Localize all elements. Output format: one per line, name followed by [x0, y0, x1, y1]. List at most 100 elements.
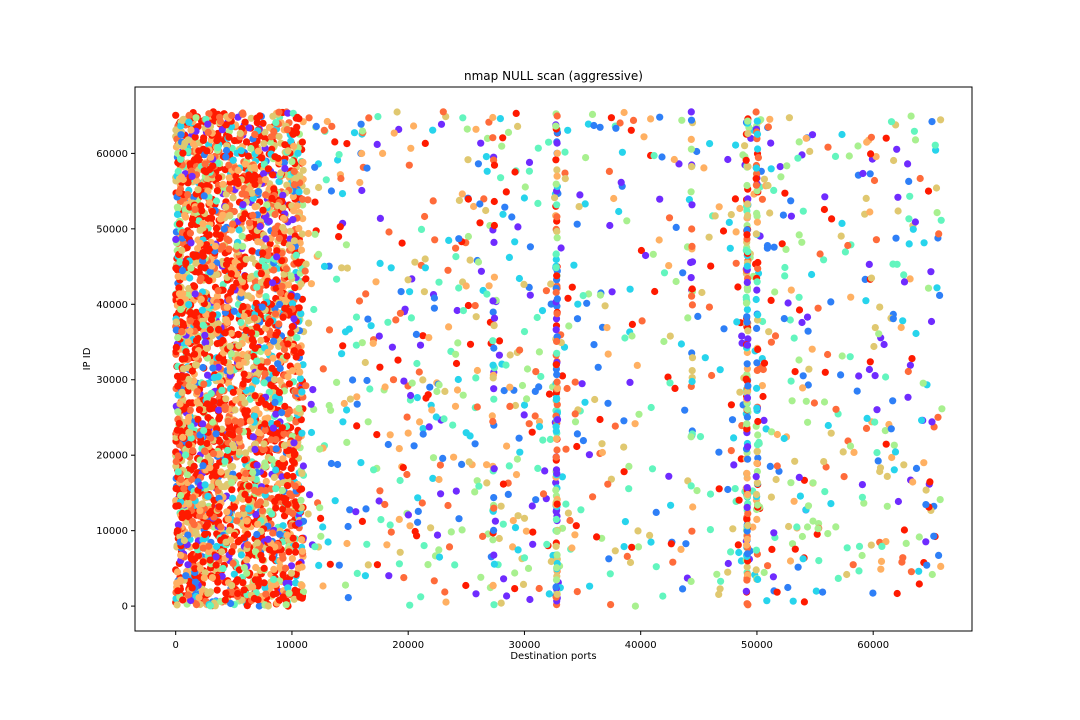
data-point [473, 366, 481, 375]
data-point [439, 108, 447, 116]
data-point [418, 499, 426, 507]
data-point [894, 497, 903, 506]
data-point [222, 203, 230, 211]
data-point [688, 285, 696, 293]
data-point [178, 116, 187, 124]
data-point [430, 294, 438, 302]
data-point [258, 257, 266, 265]
data-point [741, 142, 749, 150]
data-point [191, 282, 199, 291]
data-point [483, 167, 491, 175]
data-point [212, 430, 220, 438]
data-point [230, 570, 238, 578]
data-point [752, 566, 760, 574]
data-point [262, 462, 270, 470]
data-point [185, 382, 193, 390]
data-point [439, 454, 447, 462]
data-point [213, 292, 221, 300]
data-point [214, 320, 222, 328]
data-point [828, 215, 836, 223]
data-point [293, 113, 301, 121]
data-point [454, 339, 462, 347]
data-point [553, 371, 561, 379]
data-point [279, 191, 287, 199]
data-point [824, 143, 832, 151]
data-point [235, 388, 243, 396]
data-point [839, 448, 847, 456]
data-point [475, 482, 483, 490]
data-point [419, 376, 427, 384]
data-point [215, 174, 223, 182]
data-point [376, 487, 384, 495]
data-point [552, 156, 560, 164]
data-point [665, 214, 674, 222]
data-point [628, 543, 636, 551]
data-point [196, 564, 204, 573]
data-point [769, 573, 778, 581]
data-point [178, 327, 186, 336]
data-point [935, 230, 943, 238]
data-point [893, 145, 901, 153]
data-point [743, 420, 751, 428]
data-point [237, 289, 245, 297]
data-point [498, 142, 506, 150]
data-point [605, 167, 614, 175]
data-point [338, 350, 346, 358]
data-point [490, 322, 498, 330]
data-point [414, 494, 422, 502]
data-point [808, 131, 817, 139]
chart-title: nmap NULL scan (aggressive) [464, 69, 643, 83]
data-point [646, 531, 654, 540]
data-point [553, 272, 561, 280]
data-point [297, 310, 305, 318]
data-point [472, 590, 480, 598]
data-point [307, 400, 315, 408]
data-point [867, 541, 875, 549]
data-point [248, 329, 256, 337]
data-point [315, 250, 323, 258]
data-point [764, 181, 772, 190]
data-point [744, 195, 752, 203]
data-point [288, 300, 297, 308]
data-point [192, 319, 200, 327]
data-point [271, 210, 279, 219]
data-point [553, 201, 561, 209]
data-point [272, 466, 280, 474]
data-point [477, 267, 485, 275]
data-point [552, 326, 560, 334]
data-point [471, 302, 479, 310]
data-point [608, 288, 616, 296]
data-point [771, 332, 780, 340]
data-point [284, 340, 292, 348]
data-point [436, 461, 444, 469]
data-point [185, 441, 193, 449]
data-point [195, 594, 203, 602]
data-point [410, 442, 418, 450]
data-point [289, 192, 297, 201]
data-point [388, 343, 396, 351]
data-point [227, 270, 235, 278]
data-point [795, 356, 803, 364]
data-point [877, 565, 885, 573]
data-point [743, 469, 751, 477]
data-point [229, 220, 237, 228]
data-point [272, 119, 280, 127]
data-point [771, 288, 779, 296]
data-point [229, 283, 237, 291]
data-point [260, 440, 268, 448]
data-point [302, 275, 310, 283]
data-point [780, 315, 788, 323]
data-point [319, 523, 327, 531]
data-point [853, 387, 861, 395]
data-point [744, 490, 752, 499]
data-point [195, 147, 203, 155]
data-point [258, 154, 266, 162]
data-point [906, 192, 914, 200]
data-point [742, 299, 751, 307]
data-point [452, 359, 461, 368]
data-point [789, 597, 797, 605]
data-point [476, 200, 484, 208]
data-point [508, 213, 516, 221]
data-point [279, 505, 287, 513]
data-point [601, 302, 609, 310]
